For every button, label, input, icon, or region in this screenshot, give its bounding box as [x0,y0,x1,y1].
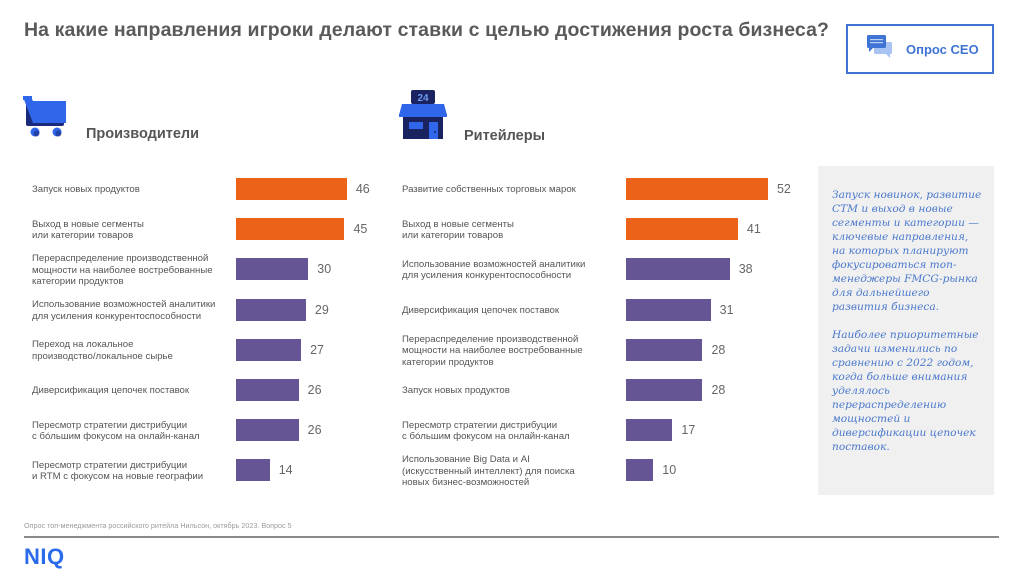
chart-row: Перераспределение производственной мощно… [32,253,382,298]
bar-value-label: 28 [711,383,726,397]
bar [626,178,768,200]
bar [236,298,306,321]
bar-value-label: 52 [776,182,791,196]
bar [626,379,703,401]
bar-label: Использование возможностей аналитики для… [32,299,216,322]
chart-row: Использование Big Data и AI (искусственн… [402,454,802,499]
chart-row: Запуск новых продуктов 28 [402,379,802,419]
store-24-icon: 24 [398,89,448,146]
bar-value-label: 14 [278,463,293,478]
bar-label: Перераспределение производственной мощно… [402,333,583,368]
bar-label: Пересмотр стратегии дистрибуции и RTM с … [32,459,204,483]
section-title-retailers: Ритейлеры [464,128,545,144]
chart-row: Пересмотр стратегии дистрибуции с бóльши… [32,419,382,459]
bar-label: Пересмотр стратегии дистрибуции с бóльши… [32,419,200,443]
bar-value-label: 31 [719,302,734,317]
bar-value-label: 38 [738,262,753,277]
bar [236,419,299,442]
bar-value-label: 30 [317,262,332,277]
bar-label: Перераспределение производственной мощно… [32,253,213,288]
bar [626,258,730,281]
chart-row: Использование возможностей аналитики для… [32,298,382,339]
chart-row: Пересмотр стратегии дистрибуции с бóльши… [402,419,802,459]
chart-row: Пересмотр стратегии дистрибуции и RTM с … [32,459,382,499]
bar [236,379,299,401]
source-footnote: Опрос топ-менеджмента российского ритейл… [24,521,292,530]
bar-value-label: 46 [355,182,370,196]
bar [236,258,309,281]
footer-divider [24,536,999,538]
bar-value-label: 10 [662,463,677,478]
page-title: На какие направления игроки делают ставк… [24,19,830,41]
bar-value-label: 45 [353,222,368,237]
manufacturers-bar-chart: Запуск новых продуктов 46 Выход в новые се… [32,178,382,498]
bar [626,459,654,482]
chart-row: Диверсификация цепочек поставок 31 [402,298,802,339]
bar [236,338,302,361]
bar-label: Использование возможностей аналитики для… [402,258,586,282]
chart-row: Диверсификация цепочек поставок 26 [32,379,382,419]
ceo-survey-label: Опрос CEO [906,41,979,57]
chart-row: Перераспределение производственной мощно… [402,334,802,379]
niq-logo: NIQ [24,544,65,569]
bar [236,459,270,482]
bar-value-label: 29 [314,302,329,317]
bar-label: Диверсификация цепочек поставок [402,304,560,316]
chart-row: Переход на локальное производство/локаль… [32,338,382,379]
shopping-cart-icon [22,95,70,144]
bar-value-label: 26 [307,423,322,438]
chart-row: Развитие собственных торговых марок 52 [402,178,802,218]
section-header-retailers: 24 Ритейлеры [398,89,545,146]
chart-row: Выход в новые сегменты или категории тов… [402,218,802,258]
bar-label: Переход на локальное производство/локаль… [32,339,173,362]
ceo-survey-badge: Опрос CEO [846,24,994,74]
bar-value-label: 27 [310,342,324,357]
chart-row: Использование возможностей аналитики для… [402,258,802,298]
bar [626,218,738,241]
bar-label: Пересмотр стратегии дистрибуции с бóльши… [402,419,570,443]
insight-paragraph-2: Наиболее приоритетные задачи изменились … [832,329,979,453]
insight-note: Запуск новинок, развитие СТМ и выход в н… [818,166,994,495]
bar-label: Развитие собственных торговых марок [402,184,576,196]
bar [236,178,347,200]
bar [626,338,703,361]
section-title-manufacturers: Производители [86,126,200,142]
bar [626,298,711,321]
chart-row: Выход в новые сегменты или категории тов… [32,218,382,258]
bar-value-label: 17 [681,423,696,438]
insight-paragraph-1: Запуск новинок, развитие СТМ и выход в н… [832,189,982,313]
bar-label: Выход в новые сегменты или категории тов… [32,218,144,242]
bar-label: Запуск новых продуктов [402,385,510,397]
bar [236,218,345,241]
bar [626,419,673,442]
bar-label: Выход в новые сегменты или категории тов… [402,218,514,242]
bar-label: Использование Big Data и AI (искусственн… [402,454,575,489]
bar-value-label: 26 [307,383,322,397]
section-header-manufacturers: Производители [22,95,199,144]
bar-label: Запуск новых продуктов [32,184,140,196]
bar-value-label: 41 [746,222,761,237]
retailers-bar-chart: Развитие собственных торговых марок 52 Вых… [402,178,802,498]
chart-row: Запуск новых продуктов 46 [32,178,382,218]
chat-bubbles-icon [866,34,894,65]
bar-label: Диверсификация цепочек поставок [32,385,190,397]
bar-value-label: 28 [711,342,726,357]
svg-text:24: 24 [417,93,429,104]
